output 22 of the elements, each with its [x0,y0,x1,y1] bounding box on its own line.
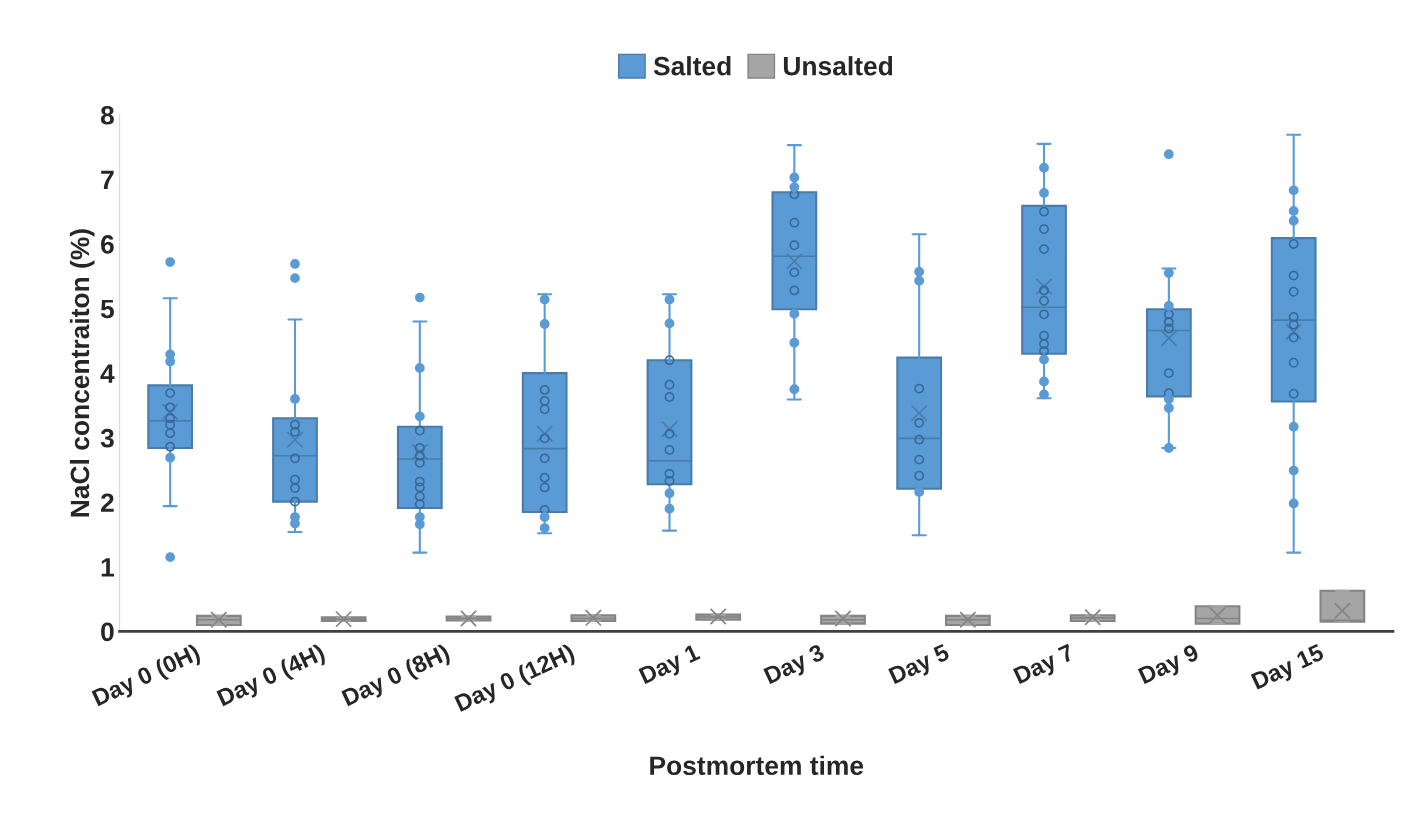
x-axis-title: Postmortem time [650,755,864,776]
y-tick-label: 3 [100,428,114,448]
x-tick-label: Day 3 [763,643,828,689]
x-tick-label: Day 0 (8H) [340,643,453,711]
y-tick-label: 4 [100,364,115,383]
x-tick-label: Day 7 [1013,643,1077,689]
x-tick-label: Day 0 (0H) [91,643,203,711]
x-tick-label: Day 0 (4H) [216,643,328,711]
y-tick-label: 2 [100,493,114,512]
y-tick-label: 5 [100,299,114,319]
y-tick-label: 6 [101,235,114,254]
y-tick-label: 1 [101,558,114,577]
y-tick-label: 0 [101,622,114,642]
x-tick-label: Day 5 [888,643,953,689]
y-tick-label: 7 [101,170,114,189]
legend-label: Unsalted [783,56,893,76]
x-tick-label: Day 9 [1137,643,1202,689]
x-tick-label: Day 15 [1250,643,1327,694]
legend-label: Salted [653,56,731,76]
x-tick-label: Day 1 [638,643,703,689]
y-axis-title: NaCl concentraiton (%) [69,229,95,517]
y-tick-label: 8 [100,105,114,125]
